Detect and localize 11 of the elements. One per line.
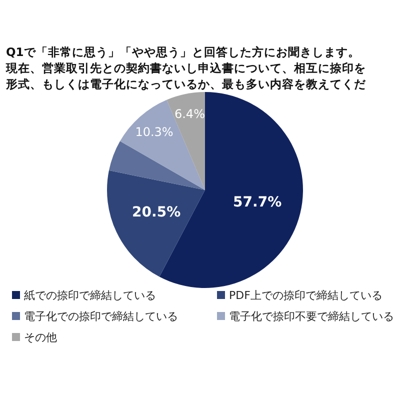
legend-label: その他 — [24, 331, 57, 344]
data-label: 20.5% — [132, 204, 181, 221]
data-label: 6.4% — [174, 107, 205, 122]
legend-label: 電子化での捺印で締結している — [24, 310, 178, 323]
data-label: 57.7% — [233, 194, 282, 211]
legend-label: PDF上での捺印で締結している — [229, 289, 382, 302]
legend-label: 紙での捺印で締結している — [24, 289, 156, 302]
chart-subtitle: 現在、営業取引先との契約書ないし申込書について、相互に捺印を形式、もしくは電子化になっているか、最も多い内容を教えてくだ — [6, 60, 367, 92]
data-label: 10.3% — [135, 124, 174, 139]
chart-title: Q1で「非常に思う」「やや思う」と回答した方にお聞きします。 — [6, 44, 361, 60]
legend-label: 電子化で捺印不要で締結している — [229, 310, 394, 323]
